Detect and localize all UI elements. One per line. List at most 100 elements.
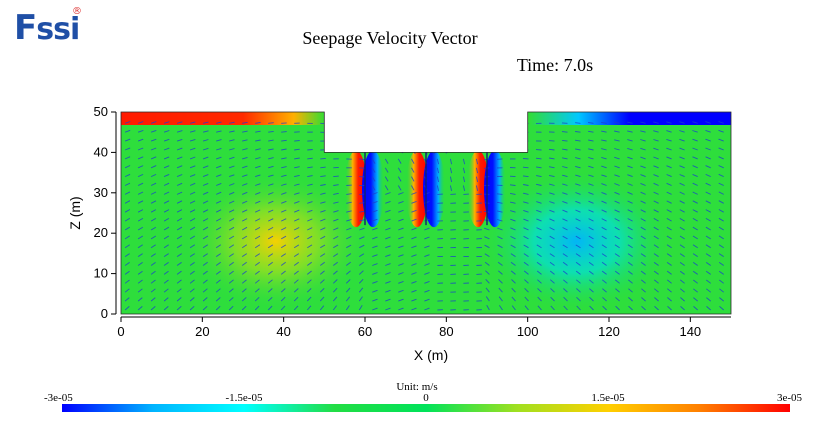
velocity-vector [462,158,466,165]
velocity-vector [641,297,646,302]
velocity-vector [268,192,274,195]
velocity-vector [705,200,711,204]
velocity-vector [536,235,542,240]
velocity-vector [216,130,222,133]
velocity-vector [320,209,326,213]
velocity-vector [588,244,594,249]
velocity-vector [124,235,130,240]
velocity-vector [346,193,352,195]
velocity-vector [692,182,698,186]
velocity-vector [462,185,466,191]
velocity-vector [255,130,261,133]
velocity-vector [176,165,183,169]
velocity-vector [718,209,724,213]
velocity-vector [458,140,464,145]
velocity-vector [176,270,182,275]
velocity-vector [332,287,338,293]
velocity-vector [189,209,196,213]
velocity-vector [718,156,724,160]
velocity-vector [358,270,364,275]
velocity-vector [497,122,503,125]
velocity-vector [693,297,698,302]
velocity-vector [576,288,581,293]
velocity-vector [216,165,222,169]
velocity-vector [163,156,170,160]
velocity-vector [718,262,724,266]
velocity-vector [176,218,183,222]
velocity-vector [424,227,430,231]
fssi-logo: Fssi ® [14,6,82,48]
velocity-vector [137,200,144,204]
velocity-vector [228,279,234,284]
velocity-vector [384,158,389,164]
velocity-vector [575,139,581,142]
velocity-vector [510,244,516,249]
velocity-vector [537,288,542,293]
velocity-vector [176,235,183,240]
velocity-vector [485,278,490,284]
velocity-vector [424,254,430,258]
velocity-vector [229,148,235,151]
velocity-vector [150,191,157,195]
velocity-vector [176,209,183,213]
velocity-vector [176,253,182,257]
velocity-vector [202,226,209,231]
velocity-vector [679,244,685,249]
velocity-vector [601,270,607,275]
velocity-vector [641,305,646,311]
velocity-vector [548,140,555,142]
velocity-vector [242,200,248,204]
velocity-vector [601,244,607,249]
velocity-vector [202,174,209,178]
velocity-vector [536,201,542,204]
x-tick-label: 80 [439,324,453,339]
velocity-vector [216,200,222,204]
velocity-vector [346,244,352,249]
velocity-vector [653,253,659,257]
velocity-vector [150,147,157,151]
colorbar-tick-label: 3e-05 [776,392,802,404]
velocity-vector [372,149,378,153]
velocity-vector [679,209,685,213]
velocity-vector [281,139,287,142]
velocity-vector [372,209,378,213]
velocity-vector [614,226,620,231]
velocity-vector [346,210,352,213]
velocity-vector [601,156,607,160]
velocity-vector [562,235,568,240]
velocity-vector [614,209,620,213]
velocity-vector [189,156,196,160]
velocity-vector [563,305,568,311]
velocity-vector [307,235,313,240]
velocity-vector [548,148,555,151]
velocity-vector [241,261,247,266]
velocity-vector [549,157,555,160]
velocity-vector [281,157,287,160]
velocity-vector [614,191,620,195]
velocity-vector [202,147,209,151]
velocity-vector [202,244,209,249]
velocity-vector [176,138,183,142]
velocity-vector [575,235,581,240]
velocity-vector [268,174,274,178]
velocity-vector [307,175,313,178]
velocity-vector [268,122,274,124]
velocity-vector [215,226,222,231]
x-axis-label: X (m) [414,347,448,363]
velocity-vector [371,176,376,182]
colorbar-tick-label: -3e-05 [44,392,73,404]
velocity-vector [150,270,156,275]
velocity-vector [601,148,607,151]
velocity-vector [372,280,378,284]
velocity-vector [667,288,672,293]
velocity-vector [563,288,568,293]
velocity-vector [163,244,169,249]
velocity-vector [693,279,698,284]
velocity-vector [628,288,633,293]
velocity-vector [358,305,363,311]
velocity-vector [549,201,555,204]
velocity-vector [588,148,594,151]
velocity-vector [510,253,516,257]
velocity-vector [202,121,209,124]
velocity-vector [307,261,312,266]
